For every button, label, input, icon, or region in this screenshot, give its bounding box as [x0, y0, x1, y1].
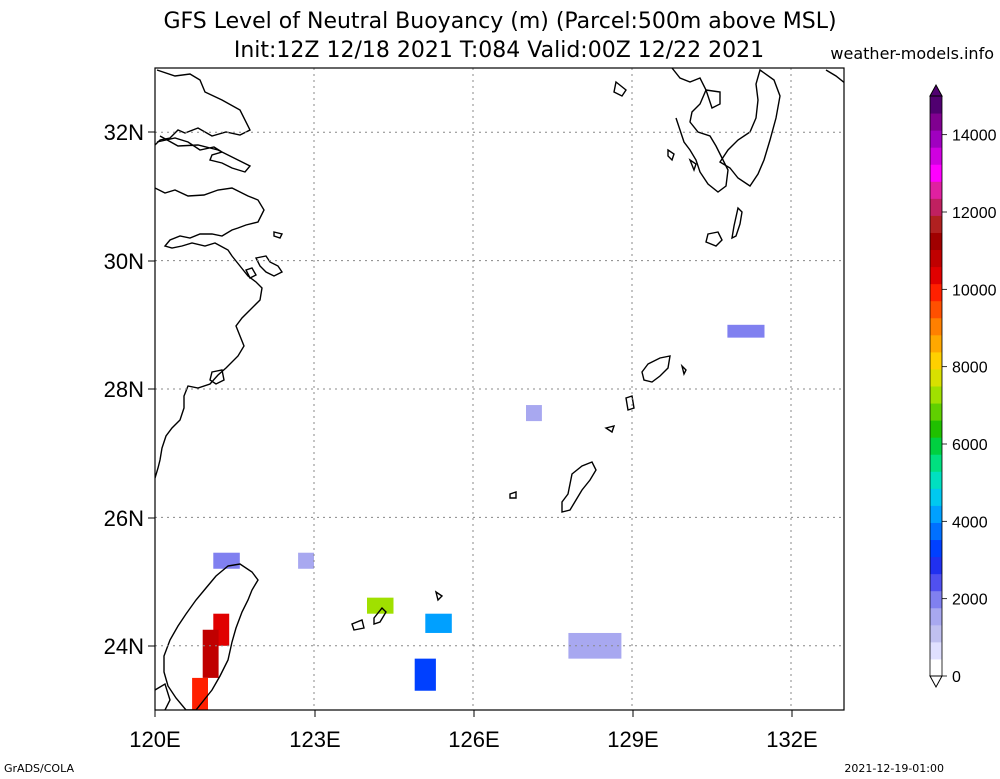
colorbar-cell	[930, 539, 942, 558]
colorbar-cell	[930, 658, 942, 677]
footer-timestamp: 2021-12-19-01:00	[844, 762, 944, 775]
colorbar-cell	[930, 420, 942, 438]
colorbar-cell	[930, 488, 942, 506]
colorbar-cell	[930, 368, 942, 387]
colorbar-cell	[930, 147, 942, 165]
colorbar-cell	[930, 403, 942, 421]
colorbar-cell	[930, 96, 942, 114]
map-grid	[155, 68, 844, 710]
footer-source: GrADS/COLA	[4, 762, 74, 775]
colorbar: 0 2000 4000 6000 8000 10000 12000 14000	[929, 83, 997, 689]
lat-tick-26n: 26N	[104, 506, 144, 531]
colorbar-label: 10000	[952, 282, 997, 299]
colorbar-top-arrow	[929, 83, 943, 97]
colorbar-cell	[930, 334, 942, 353]
lnb-patch-1	[298, 552, 314, 569]
lat-axis: 24N 26N 28N 30N 32N	[104, 120, 144, 659]
colorbar-label: 12000	[952, 205, 997, 222]
lon-tick-120e: 120E	[129, 727, 180, 752]
colorbar-cell	[930, 351, 942, 370]
lat-tick-30n: 30N	[104, 249, 144, 274]
colorbar-cell	[930, 266, 942, 285]
lnb-patch-7	[727, 324, 765, 338]
colorbar-cell	[930, 215, 942, 233]
colorbar-cell	[930, 164, 942, 182]
colorbar-label: 14000	[952, 128, 997, 145]
colorbar-cell	[930, 130, 942, 148]
chart-subtitle: Init:12Z 12/18 2021 T:084 Valid:00Z 12/2…	[233, 38, 765, 63]
axis-ticks	[148, 131, 793, 717]
lnb-patch-10	[192, 677, 208, 710]
lat-tick-32n: 32N	[104, 120, 144, 145]
colorbar-cell	[930, 454, 942, 472]
colorbar-cell	[930, 317, 942, 336]
lnb-patch-9	[202, 629, 219, 678]
colorbar-cell	[930, 556, 942, 575]
colorbar-cell	[930, 471, 942, 489]
lon-axis: 120E 123E 126E 129E 132E	[129, 727, 817, 752]
colorbar-label: 0	[952, 669, 961, 686]
credit-label: weather-models.info	[830, 44, 994, 63]
colorbar-cell	[930, 181, 942, 199]
lon-tick-126e: 126E	[448, 727, 499, 752]
lnb-patch-2	[367, 597, 394, 614]
colorbar-cell	[930, 283, 942, 302]
colorbar-cell	[930, 522, 942, 541]
colorbar-label: 2000	[952, 592, 988, 609]
colorbar-cell	[930, 641, 942, 660]
colorbar-cell	[930, 624, 942, 643]
lon-tick-123e: 123E	[289, 727, 340, 752]
lnb-patch-4	[414, 658, 436, 691]
colorbar-label: 4000	[952, 514, 988, 531]
lon-tick-132e: 132E	[766, 727, 817, 752]
lon-tick-129e: 129E	[607, 727, 658, 752]
colorbar-label: 8000	[952, 360, 988, 377]
colorbar-cell	[930, 232, 942, 251]
lat-tick-24n: 24N	[104, 634, 144, 659]
colorbar-cell	[930, 249, 942, 268]
lat-tick-28n: 28N	[104, 377, 144, 402]
lnb-patch-3	[425, 613, 452, 633]
colorbar-cell	[930, 386, 942, 404]
colorbar-cell	[930, 198, 942, 216]
colorbar-cell	[930, 505, 942, 523]
colorbar-cell	[930, 573, 942, 592]
colorbar-cell	[930, 300, 942, 319]
colorbar-label: 6000	[952, 437, 988, 454]
chart-title: GFS Level of Neutral Buoyancy (m) (Parce…	[163, 9, 837, 34]
colorbar-cell	[930, 590, 942, 609]
buoyancy-patches	[192, 324, 765, 710]
colorbar-cell	[930, 113, 942, 131]
colorbar-cell	[930, 607, 942, 626]
colorbar-bottom-arrow	[929, 675, 943, 689]
colorbar-cell	[930, 437, 942, 455]
lnb-patch-5	[526, 405, 542, 422]
